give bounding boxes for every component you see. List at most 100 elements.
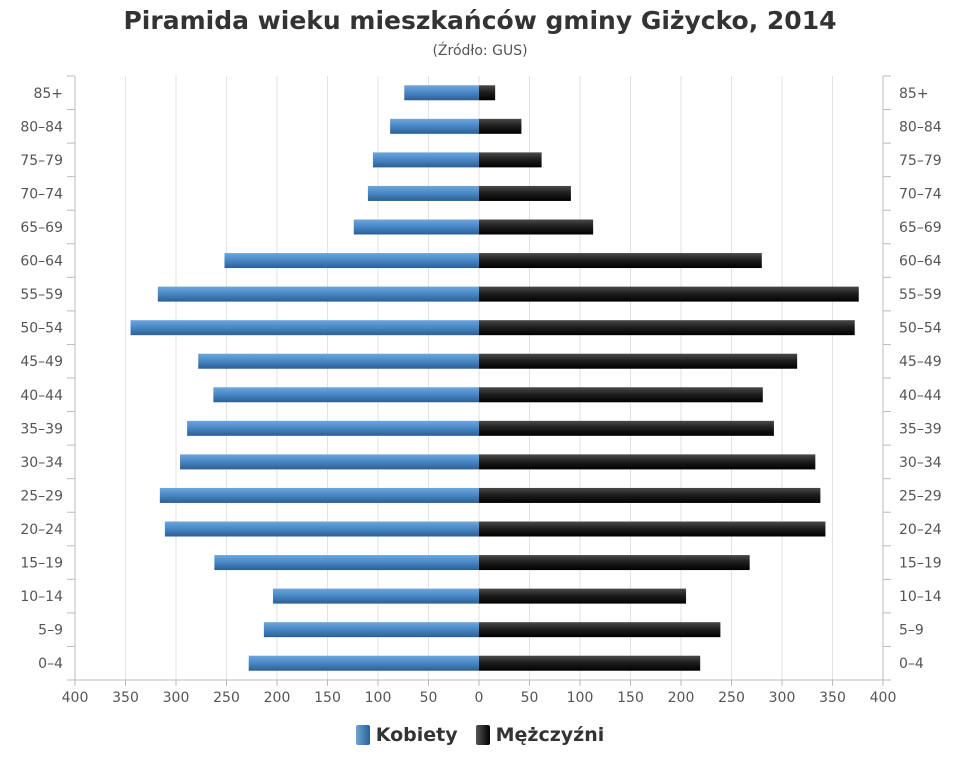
bar-mezczyzni xyxy=(479,152,542,168)
category-label-left: 75–79 xyxy=(20,153,63,169)
bar-mezczyzni xyxy=(479,588,687,604)
bar-kobiety xyxy=(159,487,479,503)
bar-kobiety xyxy=(187,420,480,436)
bar-kobiety xyxy=(164,521,479,537)
x-tick-label: 100 xyxy=(567,690,594,706)
bar-kobiety xyxy=(198,353,479,369)
category-label-left: 35–39 xyxy=(20,421,63,437)
legend-item-mezczyzni[interactable]: Mężczyźni xyxy=(475,724,605,746)
chart-title: Piramida wieku mieszkańców gminy Giżycko… xyxy=(123,6,837,35)
bar-kobiety xyxy=(180,454,480,470)
category-label-right: 40–44 xyxy=(899,388,942,404)
category-label-left: 30–34 xyxy=(20,455,63,471)
bar-kobiety xyxy=(263,622,479,638)
bar-mezczyzni xyxy=(479,253,762,269)
x-tick-label: 400 xyxy=(870,690,897,706)
category-label-right: 45–49 xyxy=(899,354,942,370)
category-label-right: 65–69 xyxy=(899,220,942,236)
bar-mezczyzni xyxy=(479,454,816,470)
bar-kobiety xyxy=(390,118,479,134)
bar-kobiety xyxy=(248,655,479,671)
bar-mezczyzni xyxy=(479,219,594,235)
x-tick-label: 50 xyxy=(420,690,438,706)
category-label-left: 5–9 xyxy=(38,623,63,639)
bar-kobiety xyxy=(372,152,479,168)
category-label-left: 70–74 xyxy=(20,186,63,202)
population-pyramid-chart: 0–4 0–4 5–9 5–9 10–14 10–14 15–19 15–19 20–24 20–… xyxy=(20,75,942,706)
category-label-left: 45–49 xyxy=(20,354,63,370)
x-tick-label: 100 xyxy=(365,690,392,706)
x-tick-label: 150 xyxy=(617,690,644,706)
bar-mezczyzni xyxy=(479,521,826,537)
x-tick-label: 300 xyxy=(769,690,796,706)
category-label-left: 20–24 xyxy=(20,522,63,538)
legend-swatch-mezczyzni xyxy=(475,725,490,745)
category-label-left: 65–69 xyxy=(20,220,63,236)
bar-kobiety xyxy=(272,588,479,604)
bar-kobiety xyxy=(404,85,479,101)
bar-kobiety xyxy=(353,219,479,235)
x-tick-label: 250 xyxy=(213,690,240,706)
category-label-left: 85+ xyxy=(33,86,63,102)
bar-mezczyzni xyxy=(479,185,571,201)
bar-mezczyzni xyxy=(479,320,855,336)
x-tick-label: 200 xyxy=(264,690,291,706)
category-label-right: 60–64 xyxy=(899,254,942,270)
category-label-right: 50–54 xyxy=(899,321,942,337)
category-label-left: 55–59 xyxy=(20,287,63,303)
bar-mezczyzni xyxy=(479,622,721,638)
bar-mezczyzni xyxy=(479,286,859,302)
category-label-right: 75–79 xyxy=(899,153,942,169)
x-tick-label: 200 xyxy=(668,690,695,706)
legend: Kobiety Mężczyźni xyxy=(0,724,960,746)
bar-mezczyzni xyxy=(479,487,821,503)
category-label-left: 0–4 xyxy=(38,656,63,672)
category-label-right: 15–19 xyxy=(899,556,942,572)
x-tick-label: 50 xyxy=(521,690,539,706)
chart-subtitle: (Źródło: GUS) xyxy=(432,43,528,59)
bar-kobiety xyxy=(224,253,479,269)
legend-item-kobiety[interactable]: Kobiety xyxy=(355,724,458,746)
legend-label-mezczyzni: Mężczyźni xyxy=(495,724,605,746)
category-label-right: 55–59 xyxy=(899,287,942,303)
bar-mezczyzni xyxy=(479,555,750,571)
bar-mezczyzni xyxy=(479,118,522,134)
category-label-right: 10–14 xyxy=(899,589,942,605)
bar-mezczyzni xyxy=(479,655,701,671)
bar-mezczyzni xyxy=(479,387,763,403)
category-label-left: 80–84 xyxy=(20,119,63,135)
category-label-left: 25–29 xyxy=(20,488,63,504)
bar-kobiety xyxy=(130,320,480,336)
category-label-right: 30–34 xyxy=(899,455,942,471)
bar-mezczyzni xyxy=(479,85,496,101)
category-label-right: 0–4 xyxy=(899,656,924,672)
bar-kobiety xyxy=(157,286,479,302)
x-tick-label: 350 xyxy=(112,690,139,706)
bars xyxy=(130,85,859,671)
legend-swatch-kobiety xyxy=(355,725,370,745)
bar-mezczyzni xyxy=(479,353,798,369)
axes: 0–4 0–4 5–9 5–9 10–14 10–14 15–19 15–19 20–24 20–… xyxy=(20,75,942,706)
x-tick-label: 300 xyxy=(163,690,190,706)
bar-kobiety xyxy=(214,555,479,571)
legend-label-kobiety: Kobiety xyxy=(375,724,458,746)
category-label-right: 85+ xyxy=(899,86,929,102)
category-label-right: 25–29 xyxy=(899,488,942,504)
category-label-right: 70–74 xyxy=(899,186,942,202)
category-label-left: 40–44 xyxy=(20,388,63,404)
x-tick-label: 150 xyxy=(314,690,341,706)
x-tick-label: 400 xyxy=(62,690,89,706)
category-label-right: 35–39 xyxy=(899,421,942,437)
x-tick-label: 350 xyxy=(819,690,846,706)
category-label-right: 20–24 xyxy=(899,522,942,538)
category-label-left: 10–14 xyxy=(20,589,63,605)
bar-kobiety xyxy=(213,387,479,403)
category-label-left: 50–54 xyxy=(20,321,63,337)
x-tick-label: 0 xyxy=(475,690,484,706)
bar-mezczyzni xyxy=(479,420,774,436)
category-label-left: 15–19 xyxy=(20,556,63,572)
bar-kobiety xyxy=(367,185,479,201)
category-label-right: 80–84 xyxy=(899,119,942,135)
category-label-right: 5–9 xyxy=(899,623,924,639)
category-label-left: 60–64 xyxy=(20,254,63,270)
